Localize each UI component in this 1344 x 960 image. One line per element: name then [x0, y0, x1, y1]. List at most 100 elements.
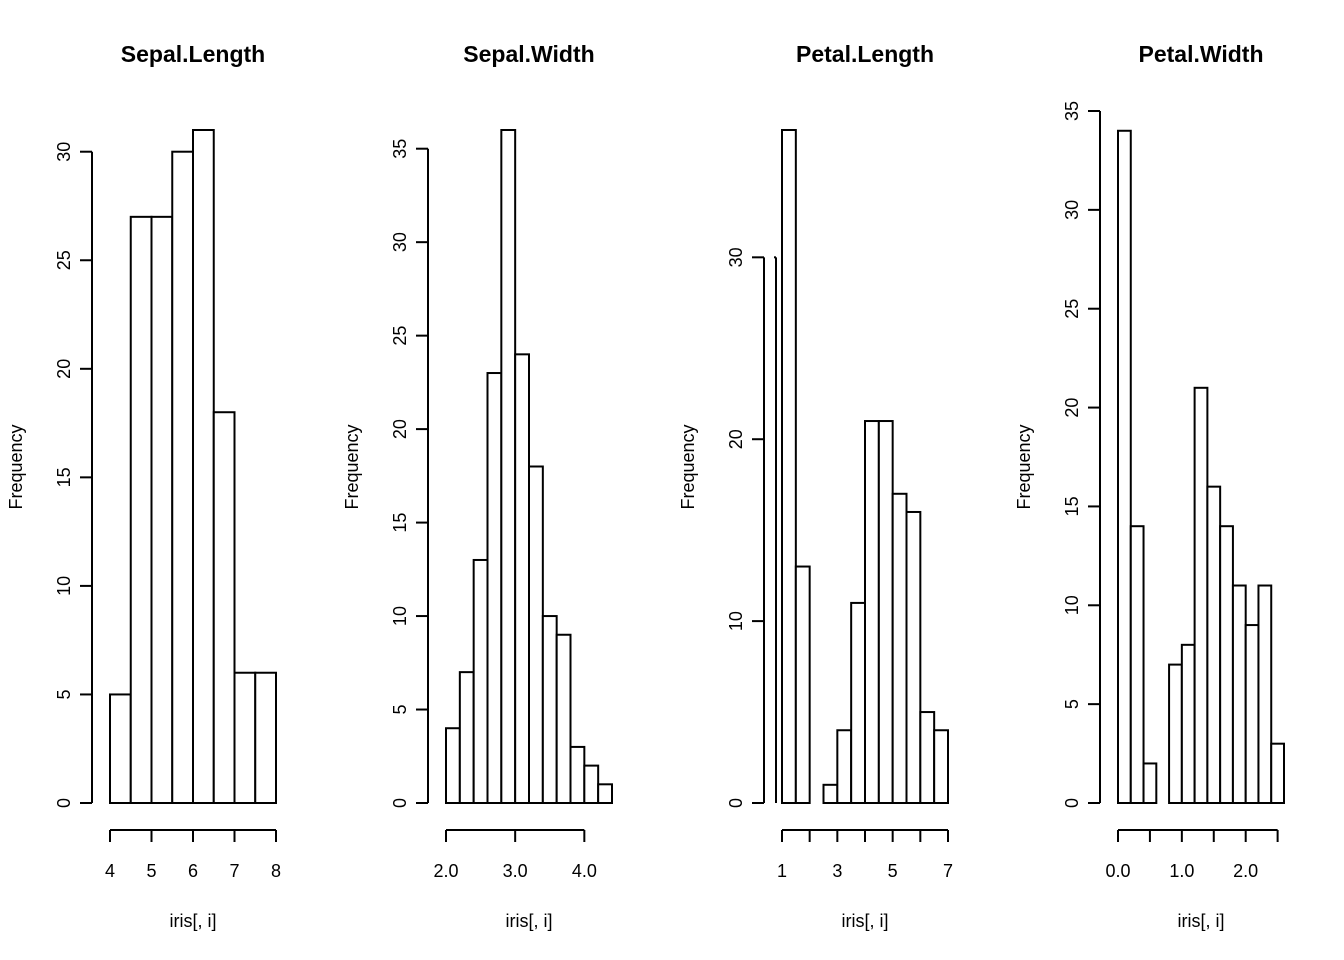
- x-tick-label: 5: [146, 861, 156, 881]
- histogram-bar: [850, 601, 867, 805]
- y-tick-label: 15: [54, 467, 74, 487]
- x-tick-label: 2.0: [433, 861, 458, 881]
- histogram-bar: [1244, 624, 1260, 804]
- histogram-bar: [192, 129, 215, 804]
- y-tick-label: 0: [390, 798, 410, 808]
- x-tick-label: 8: [271, 861, 281, 881]
- histogram-bar: [500, 129, 517, 804]
- histogram-bar: [1168, 663, 1183, 804]
- x-tick-label: 4: [105, 861, 115, 881]
- y-tick-label: 30: [54, 142, 74, 162]
- x-tick-label: 0.0: [1105, 861, 1130, 881]
- y-tick-label: 30: [726, 247, 746, 267]
- y-tick-label: 30: [1062, 200, 1082, 220]
- x-axis-label: iris[, i]: [506, 911, 553, 931]
- x-tick-label: 1: [777, 861, 787, 881]
- histogram-bar: [1142, 762, 1158, 805]
- histogram-bar: [919, 711, 936, 805]
- histogram-bar: [1180, 643, 1196, 804]
- histogram-bar: [254, 671, 277, 805]
- panel-title: Petal.Width: [1138, 41, 1263, 67]
- y-tick-label: 20: [1062, 398, 1082, 418]
- histogram-bar: [569, 745, 586, 805]
- y-tick-label: 20: [54, 359, 74, 379]
- histogram-bar: [933, 729, 950, 804]
- histogram-bar: [233, 671, 257, 805]
- x-tick-label: 3: [832, 861, 842, 881]
- histogram-bar: [109, 693, 132, 804]
- histogram-bar: [1257, 584, 1273, 804]
- x-axis-label: iris[, i]: [842, 911, 889, 931]
- histogram-bar: [541, 615, 558, 804]
- histogram-bar: [905, 510, 922, 804]
- x-axis-label: iris[, i]: [1178, 911, 1225, 931]
- histogram-bar: [129, 215, 153, 805]
- y-tick-label: 5: [54, 689, 74, 699]
- histogram-bar: [1117, 129, 1132, 804]
- histogram-bar: [514, 353, 531, 804]
- y-axis-label: Frequency: [6, 424, 26, 509]
- histogram-bar: [583, 764, 600, 804]
- x-tick-label: 6: [188, 861, 198, 881]
- histogram-bar: [864, 420, 880, 804]
- y-axis-label: Frequency: [678, 424, 698, 509]
- histogram-bar: [1270, 742, 1285, 805]
- histogram-bar: [1219, 525, 1234, 804]
- histogram-bar: [472, 558, 489, 804]
- panel-title: Petal.Length: [796, 41, 934, 67]
- y-tick-label: 5: [390, 705, 410, 715]
- x-tick-label: 3.0: [503, 861, 528, 881]
- x-axis-label: iris[, i]: [170, 911, 217, 931]
- x-tick-label: 7: [943, 861, 953, 881]
- x-tick-label: 1.0: [1169, 861, 1194, 881]
- histogram-bar: [486, 372, 503, 804]
- y-axis-label: Frequency: [1014, 424, 1034, 509]
- y-tick-label: 10: [54, 576, 74, 596]
- histogram-bar: [150, 215, 174, 805]
- histogram-bar: [212, 411, 236, 804]
- histogram-bar: [822, 783, 839, 804]
- y-tick-label: 25: [54, 250, 74, 270]
- histogram-bar: [1231, 584, 1247, 804]
- y-axis-label: Frequency: [342, 424, 362, 509]
- panel-title: Sepal.Length: [121, 41, 265, 67]
- histogram-panel-2: Sepal.Width 0 5 10 15 20 25 30 35 2.0 3.0 4.0 iris[,…: [342, 41, 614, 931]
- histogram-bar: [781, 129, 797, 804]
- histogram-panel-1: Sepal.Length 0 5 10 15 20 25 30 4 5 6 7 8 iris[, i] Fr…: [6, 41, 281, 931]
- histogram-bar: [555, 633, 572, 804]
- histogram-bar: [597, 783, 614, 804]
- x-tick-label: 5: [888, 861, 898, 881]
- y-tick-label: 25: [1062, 299, 1082, 319]
- y-tick-label: 15: [390, 513, 410, 533]
- histogram-bar: [1206, 485, 1222, 804]
- y-tick-label: 0: [1062, 798, 1082, 808]
- y-tick-label: 0: [726, 798, 746, 808]
- histogram-bar: [171, 150, 194, 805]
- y-tick-label: 10: [390, 606, 410, 626]
- histogram-bar: [836, 729, 853, 804]
- y-tick-label: 25: [390, 326, 410, 346]
- histogram-panel-3: Petal.Length 0 10 20 30 1 3 5 7 iris[, i] Frequenc…: [678, 41, 953, 931]
- y-tick-label: 15: [1062, 496, 1082, 516]
- y-tick-label: 20: [390, 419, 410, 439]
- histogram-bar: [794, 565, 811, 804]
- y-tick-label: 30: [390, 232, 410, 252]
- x-tick-label: 2.0: [1233, 861, 1258, 881]
- x-tick-label: 4.0: [572, 861, 597, 881]
- x-tick-label: 7: [229, 861, 239, 881]
- y-tick-label: 10: [726, 611, 746, 631]
- histogram-bar: [1129, 525, 1145, 804]
- histogram-bar: [458, 671, 475, 805]
- histogram-bar: [877, 420, 894, 804]
- histogram-bar: [891, 492, 908, 804]
- y-tick-label: 35: [390, 139, 410, 159]
- y-tick-label: 20: [726, 429, 746, 449]
- y-tick-label: 5: [1062, 699, 1082, 709]
- y-tick-label: 0: [54, 798, 74, 808]
- panel-title: Sepal.Width: [463, 41, 594, 67]
- y-tick-label: 35: [1062, 101, 1082, 121]
- histogram-panel-4: Petal.Width 0 5 10 15 20 25 30 35 0.0 1.0 2.0 iris[,…: [1014, 41, 1285, 931]
- histogram-bar: [1193, 386, 1209, 804]
- y-tick-label: 10: [1062, 595, 1082, 615]
